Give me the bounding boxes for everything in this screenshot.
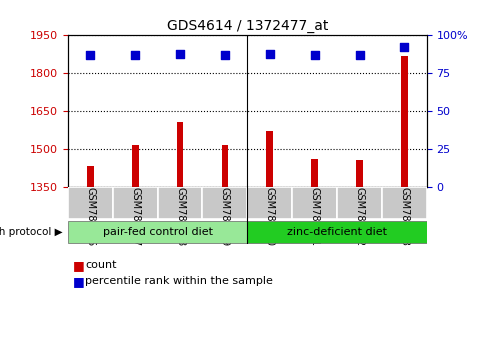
Text: GSM780660: GSM780660 <box>264 188 274 246</box>
Bar <box>132 145 138 187</box>
Text: GSM780662: GSM780662 <box>354 188 364 247</box>
Bar <box>68 187 112 219</box>
Title: GDS4614 / 1372477_at: GDS4614 / 1372477_at <box>166 19 327 33</box>
Point <box>265 51 273 56</box>
Text: GSM780657: GSM780657 <box>130 188 140 247</box>
Bar <box>266 131 272 187</box>
Bar <box>157 187 202 219</box>
Bar <box>247 187 291 219</box>
Text: GSM780663: GSM780663 <box>398 188 408 246</box>
Bar <box>311 159 318 187</box>
Text: pair-fed control diet: pair-fed control diet <box>103 227 212 237</box>
Bar <box>291 187 336 219</box>
Bar <box>87 166 93 187</box>
Point <box>400 45 408 50</box>
Text: ■: ■ <box>73 275 84 288</box>
Point <box>176 51 183 56</box>
Point <box>310 52 318 58</box>
Bar <box>221 145 228 187</box>
Text: percentile rank within the sample: percentile rank within the sample <box>85 276 272 286</box>
Bar <box>336 187 381 219</box>
Point <box>131 52 139 58</box>
Text: GSM780656: GSM780656 <box>85 188 95 247</box>
Point <box>86 52 94 58</box>
Point <box>355 52 363 58</box>
Text: GSM780659: GSM780659 <box>219 188 229 247</box>
Bar <box>381 187 426 219</box>
Point <box>221 52 228 58</box>
Bar <box>400 56 407 187</box>
Bar <box>112 187 157 219</box>
Bar <box>68 221 247 243</box>
Bar <box>355 160 362 187</box>
Text: GSM780658: GSM780658 <box>175 188 185 247</box>
Text: ■: ■ <box>73 259 84 272</box>
Bar <box>247 221 426 243</box>
Text: zinc-deficient diet: zinc-deficient diet <box>287 227 386 237</box>
Bar <box>176 122 183 187</box>
Text: count: count <box>85 261 116 270</box>
Bar <box>202 187 247 219</box>
Text: GSM780661: GSM780661 <box>309 188 319 246</box>
Text: growth protocol ▶: growth protocol ▶ <box>0 227 63 237</box>
